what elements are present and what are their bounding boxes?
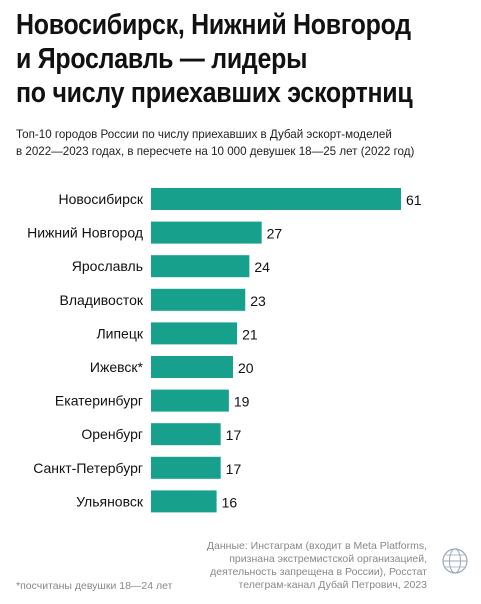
- bar: [151, 356, 233, 378]
- category-label: Новосибирск: [58, 191, 143, 207]
- category-label: Ярославль: [72, 258, 143, 274]
- bar: [151, 188, 401, 210]
- bar: [151, 322, 238, 345]
- source-line: Данные: Инстаграм (входит в Meta Platfor…: [206, 540, 427, 552]
- source-line: деятельность запрещена в России), Росста…: [210, 566, 427, 578]
- globe-emblem-icon: [442, 548, 468, 574]
- category-label: Нижний Новгород: [27, 225, 143, 241]
- bar: [151, 423, 221, 446]
- value-label: 27: [267, 226, 283, 242]
- source-note: Данные: Инстаграм (входит в Meta Platfor…: [177, 540, 427, 592]
- category-label: Ульяновск: [76, 493, 144, 509]
- chart-title: Новосибирск, Нижний Новгород и Ярославль…: [16, 8, 413, 110]
- value-label: 19: [234, 394, 250, 410]
- value-label: 61: [406, 192, 422, 208]
- value-label: 20: [238, 360, 254, 376]
- category-label: Ижевск*: [90, 359, 144, 375]
- category-label: Екатеринбург: [55, 393, 143, 409]
- chart-title-line: Новосибирск, Нижний Новгород: [16, 9, 411, 41]
- value-label: 17: [226, 461, 242, 477]
- chart-title-line: и Ярославль — лидеры: [16, 43, 308, 75]
- footnote: *посчитаны девушки 18—24 лет: [16, 580, 173, 592]
- chart-subtitle-line: Топ-10 городов России по числу приехавши…: [16, 128, 392, 141]
- bar: [151, 490, 217, 513]
- value-label: 17: [226, 427, 242, 443]
- category-label: Липецк: [96, 325, 143, 341]
- bar: [151, 221, 262, 244]
- category-label: Санкт-Петербург: [33, 460, 143, 476]
- source-line: признана экстремистской организацией,: [229, 553, 427, 565]
- bar: [151, 456, 221, 479]
- bar: [151, 288, 246, 311]
- category-label: Владивосток: [59, 292, 143, 308]
- value-label: 24: [254, 259, 270, 275]
- source-line: телеграм-канал Дубай Петрович, 2023: [238, 579, 427, 591]
- value-label: 21: [242, 326, 258, 342]
- bar: [151, 389, 229, 412]
- chart-subtitle-line: в 2022—2023 годах, в пересчете на 10 000…: [16, 145, 415, 158]
- bar: [151, 255, 250, 278]
- bar-chart: Новосибирск 61 Нижний Новгород 27 Ярославль 2…: [27, 188, 422, 513]
- category-label: Оренбург: [81, 426, 143, 442]
- chart-subtitle: Топ-10 городов России по числу приехавши…: [16, 126, 476, 160]
- value-label: 16: [222, 494, 238, 510]
- value-label: 23: [250, 293, 266, 309]
- chart-title-line: по числу приехавших эскортниц: [16, 77, 413, 109]
